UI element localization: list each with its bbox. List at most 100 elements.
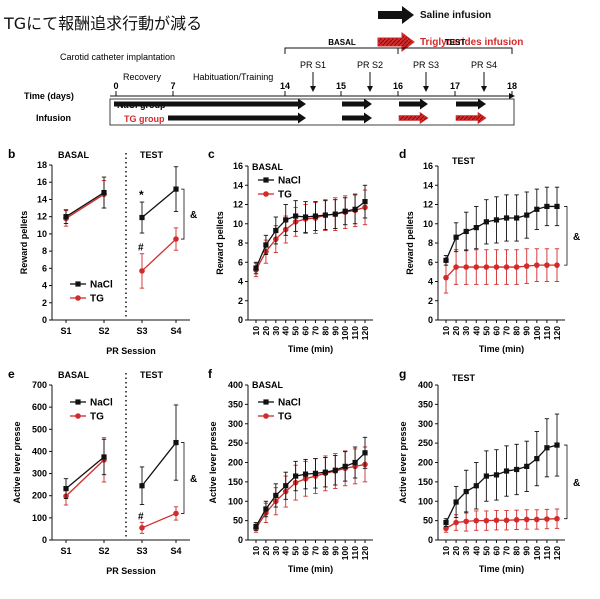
x-tick-label: 20 [261,326,271,336]
significance-mark: & [573,478,580,489]
y-tick-label: 16 [233,161,243,171]
data-point [544,516,550,522]
x-tick-label: 90 [522,326,532,336]
tg-group-label: TG group [124,114,165,124]
data-point [554,203,560,210]
saline-arrow-icon [378,6,414,24]
y-tick-label: 0 [238,315,243,325]
data-point [139,483,145,489]
series-line [65,193,105,219]
significance-bracket [181,442,185,514]
day-label: 17 [450,81,460,91]
pr-session-label: PR S1 [300,60,326,70]
legend-marker [263,177,269,183]
chart-title: TEST [452,373,476,383]
legend-marker [263,399,269,405]
x-tick-label: 70 [310,326,320,336]
day-label: 15 [336,81,346,91]
x-tick-label: 70 [310,546,320,556]
x-tick-label: 40 [281,546,291,556]
data-point [493,217,500,223]
legend-marker [75,295,81,301]
x-tick-label: 30 [461,326,471,336]
panel-label: g [399,367,406,381]
data-point [473,225,479,231]
series-tg [253,446,368,533]
data-point [544,203,550,210]
series-line [255,452,366,527]
series-tg [443,248,560,294]
y-axis-label: Reward pellets [215,211,225,275]
data-point [332,211,338,217]
x-tick-label: 90 [330,326,340,336]
y-tick-label: 2 [428,296,433,306]
data-point [443,525,449,532]
data-point [101,189,107,196]
x-tick-label: 10 [251,546,261,556]
legend-marker [75,399,81,405]
data-point [523,263,530,269]
series-line [141,188,177,219]
pr-session-label: PR S3 [413,60,439,70]
y-tick-label: 400 [32,446,47,456]
recovery-label: Recovery [123,72,162,82]
infusion-box [109,98,515,126]
nacl-infusion-arrow [342,98,372,110]
data-point [503,215,510,221]
data-point [534,206,540,212]
chart-g: g TEST 0 50 100 150 200 250 300 350 400 Active leve… [398,367,580,574]
data-point [443,274,449,281]
y-tick-label: 6 [238,257,243,267]
data-point [322,212,328,218]
y-tick-label: 14 [233,180,243,190]
tg-trig-arrow [398,111,429,125]
chart-legend: NaCl TG [70,398,113,423]
data-point [362,199,368,205]
data-point [524,212,530,218]
legend-marker [263,413,269,419]
y-tick-label: 2 [42,298,47,308]
x-tick-label: 30 [271,546,281,556]
data-point [139,525,145,531]
y-axis-label: Reward pellets [405,211,415,275]
x-tick-label: S1 [60,546,71,556]
y-tick-label: 4 [428,277,433,287]
data-point [322,469,328,475]
tg-saline-arrow [168,112,306,124]
series-line [65,192,105,218]
significance-mark: # [138,243,144,254]
y-tick-label: 350 [418,399,433,409]
test-phase-label: TEST [445,38,466,47]
series-line [445,444,558,523]
x-axis-label: PR Session [106,566,156,576]
day-label: 7 [170,81,175,91]
chart-f: f BASAL 0 50 100 150 200 250 300 350 400 Active lev… [208,367,373,574]
x-tick-label: 60 [301,326,311,336]
trig-arrow-icon [377,32,415,52]
y-tick-label: 12 [423,200,433,210]
data-point [443,519,449,526]
x-tick-label: 60 [301,546,311,556]
legend-label: NaCl [278,176,301,187]
series-nacl [443,186,560,266]
legend-label: NaCl [90,280,113,291]
data-point [493,517,500,524]
data-point [302,214,309,220]
x-tick-label: S2 [98,326,109,336]
significance-mark: & [573,232,580,243]
data-point [503,468,510,474]
basal-phase-label: BASAL [328,38,356,47]
data-point [263,242,269,248]
significance-mark: * [139,188,144,202]
phase-brackets [284,47,513,54]
y-tick-label: 200 [418,458,433,468]
legend-label: NaCl [278,398,301,409]
chart-title: BASAL [252,380,284,390]
series-tg [63,437,179,534]
x-tick-label: 100 [532,326,542,340]
x-tick-label: 80 [320,546,330,556]
data-point [483,473,489,479]
data-point [453,519,459,526]
significance-bracket [564,444,568,520]
data-point [463,518,469,525]
